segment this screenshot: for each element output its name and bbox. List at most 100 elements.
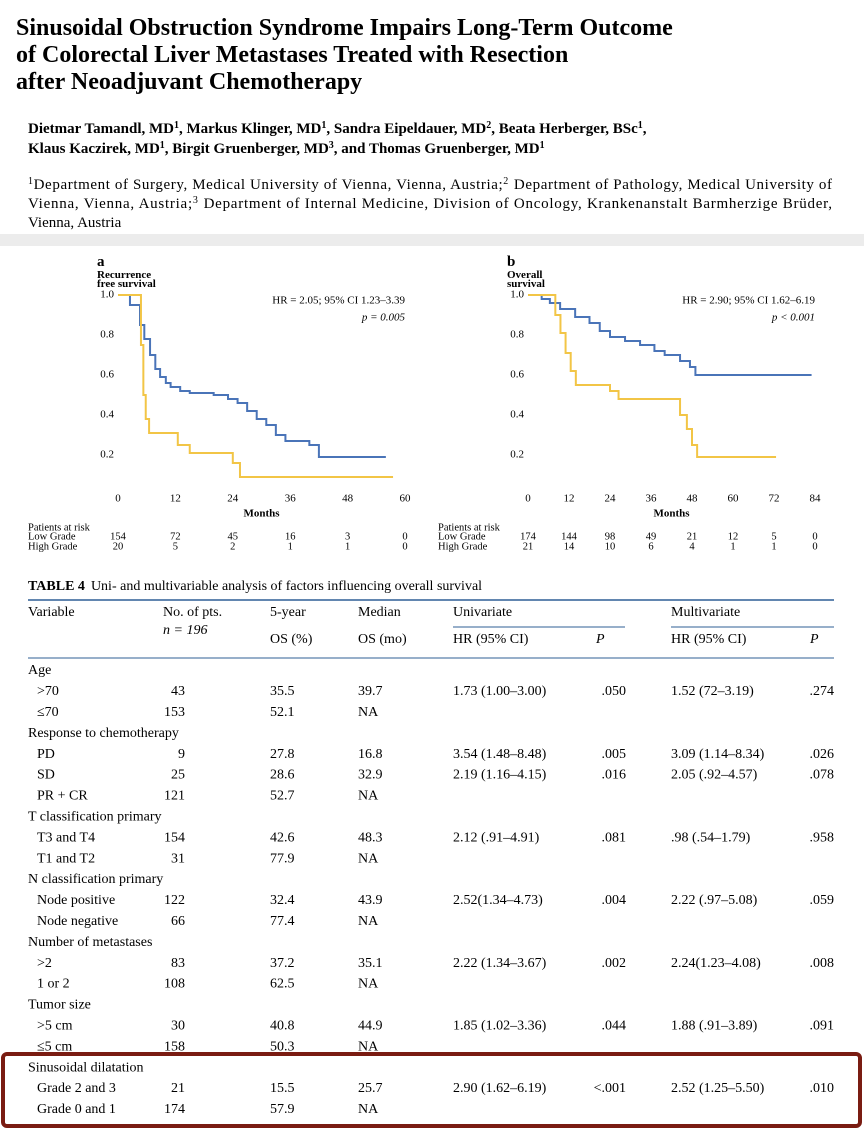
row-label: Grade 0 and 1	[37, 1102, 116, 1117]
table-cell: <.001	[594, 1081, 626, 1096]
y-tick-label: 0.4	[100, 409, 114, 421]
affiliation-line: Vienna, Austria	[28, 215, 122, 231]
table-cell: .050	[602, 684, 627, 699]
table-cell: .044	[602, 1019, 627, 1034]
affiliation-text: Department of Internal Medicine, Divisio…	[204, 196, 832, 212]
at-risk-count: 0	[812, 541, 817, 552]
table-cell: 35.1	[358, 956, 383, 971]
author-name: ,	[643, 121, 647, 137]
at-risk-count: 1	[345, 541, 350, 552]
header-cell: OS (%)	[270, 632, 313, 647]
table-cell: 44.9	[358, 1019, 383, 1034]
at-risk-count: 0	[812, 531, 817, 542]
header-cell: 5-year	[270, 605, 306, 620]
header-cell: HR (95% CI)	[453, 632, 529, 647]
group-label: Response to chemotherapy	[28, 726, 179, 741]
y-tick-label: 0.2	[510, 449, 524, 461]
table-cell: 50.3	[270, 1039, 295, 1054]
y-tick-label: 0.8	[510, 329, 524, 341]
panel-letter: a	[97, 254, 105, 270]
y-tick-label: 0.8	[100, 329, 114, 341]
x-tick-label: 60	[400, 493, 412, 505]
at-risk-title: Patients at risk	[28, 522, 91, 533]
row-label: T3 and T4	[37, 830, 95, 845]
at-risk-label: Low Grade	[438, 531, 486, 542]
author-sup: 2	[486, 120, 491, 131]
table-cell: 27.8	[270, 747, 295, 762]
x-tick-label: 24	[605, 493, 617, 505]
x-axis-label: Months	[653, 508, 690, 520]
table-cell: 40.8	[270, 1019, 295, 1034]
y-axis-label: survival	[507, 278, 545, 290]
author-sup: 1	[321, 120, 326, 131]
row-label: ≤5 cm	[37, 1039, 72, 1054]
table-cell: 21	[171, 1081, 185, 1096]
table-cell: 174	[164, 1102, 185, 1117]
separator-band	[0, 234, 864, 246]
at-risk-count: 49	[646, 531, 657, 542]
header-cell: OS (mo)	[358, 632, 407, 647]
x-tick-label: 72	[769, 493, 780, 505]
at-risk-count: 45	[228, 531, 239, 542]
row-label: Grade 2 and 3	[37, 1081, 116, 1096]
table-cell: 32.4	[270, 893, 295, 908]
at-risk-count: 2	[230, 541, 235, 552]
table-cell: NA	[358, 1102, 379, 1117]
table-cell: 2.52 (1.25–5.50)	[671, 1081, 765, 1096]
x-tick-label: 0	[115, 493, 121, 505]
survival-curve	[528, 294, 812, 376]
x-tick-label: 48	[342, 493, 354, 505]
table-cell: 16.8	[358, 747, 383, 762]
table-label: TABLE 4	[28, 579, 85, 594]
table-cell: 37.2	[270, 956, 295, 971]
survival-curve	[528, 294, 777, 458]
table-cell: 9	[178, 747, 185, 762]
table-cell: .005	[602, 747, 627, 762]
table-header: Variable No. of pts. n = 196 5-year OS (…	[28, 605, 819, 647]
table-cell: 28.6	[270, 768, 295, 783]
table-cell: NA	[358, 1039, 379, 1054]
at-risk-count: 6	[648, 541, 653, 552]
affiliation-sup: 2	[503, 176, 508, 187]
affiliation-sup: 3	[193, 195, 198, 206]
at-risk-count: 154	[110, 531, 127, 542]
group-label: Sinusoidal dilatation	[28, 1060, 144, 1075]
at-risk-count: 0	[402, 541, 407, 552]
table-cell: 43.9	[358, 893, 383, 908]
annotation: HR = 2.90; 95% CI 1.62–6.19	[682, 295, 815, 307]
table-cell: 3.09 (1.14–8.34)	[671, 747, 765, 762]
row-label: Node negative	[37, 914, 118, 929]
table-cell: 57.9	[270, 1102, 295, 1117]
table-cell: 1.73 (1.00–3.00)	[453, 684, 547, 699]
row-label: >70	[37, 684, 59, 699]
row-label: PD	[37, 747, 55, 762]
table-cell: 15.5	[270, 1081, 295, 1096]
author-name: Klaus Kaczirek, MD	[28, 141, 160, 157]
table-cell: 62.5	[270, 977, 295, 992]
author-sup: 3	[329, 140, 334, 151]
table-cell: .026	[810, 747, 835, 762]
y-axis-label: Overall	[507, 269, 542, 281]
highlight-box	[1, 1052, 862, 1128]
author-name: , and Thomas Gruenberger, MD	[334, 141, 540, 157]
y-tick-label: 0.6	[510, 369, 524, 381]
table-cell: NA	[358, 851, 379, 866]
group-label: Tumor size	[28, 998, 91, 1013]
author-name: , Beata Herberger, BSc	[491, 121, 638, 137]
at-risk-count: 174	[520, 531, 537, 542]
affiliation-text: Vienna, Vienna, Austria;	[28, 196, 192, 212]
table-cell: 108	[164, 977, 185, 992]
table-cell: 32.9	[358, 768, 383, 783]
at-risk-count: 21	[523, 541, 534, 552]
survival-curve	[118, 294, 394, 478]
table-cell: NA	[358, 914, 379, 929]
table-cell: .274	[810, 684, 835, 699]
y-tick-label: 0.6	[100, 369, 114, 381]
x-tick-label: 36	[646, 493, 658, 505]
row-label: 1 or 2	[37, 977, 70, 992]
annotation: p = 0.005	[361, 312, 406, 324]
table-cell: .010	[810, 1081, 835, 1096]
table-cell: .059	[810, 893, 835, 908]
author-sup: 1	[638, 120, 643, 131]
